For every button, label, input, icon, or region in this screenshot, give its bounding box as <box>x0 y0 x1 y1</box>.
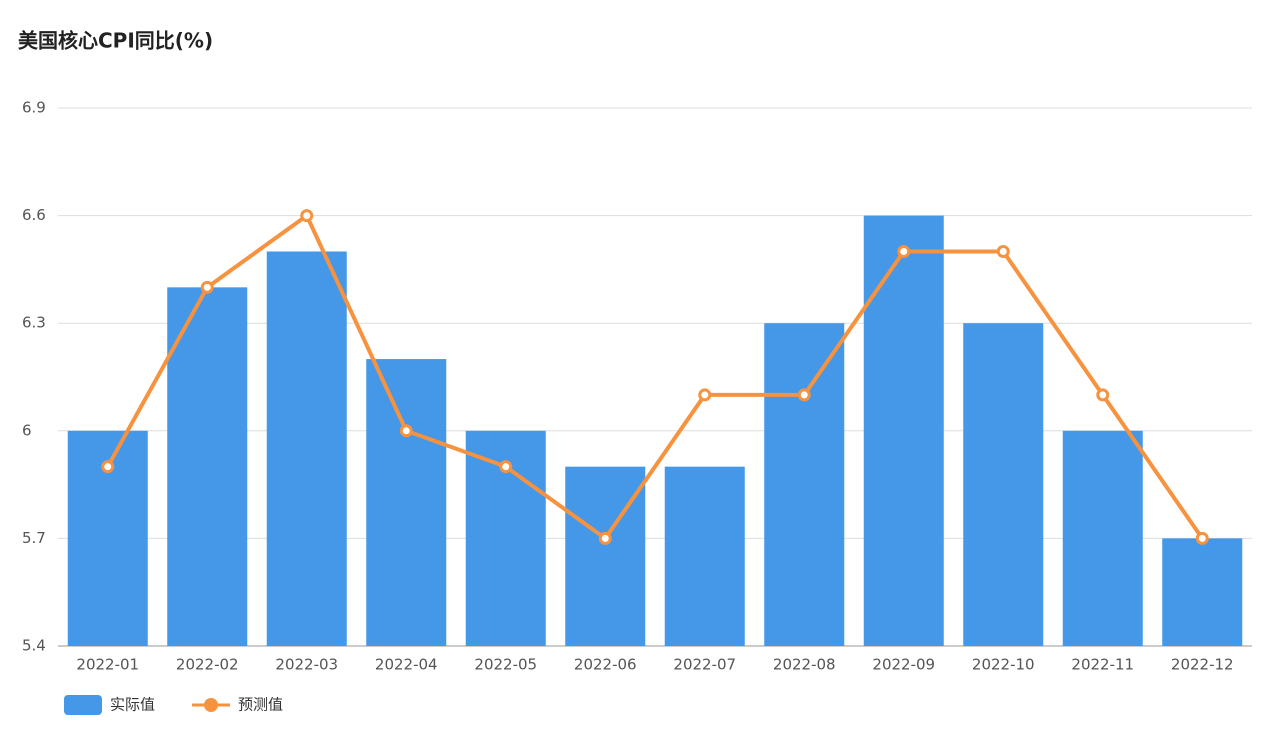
bar <box>366 359 447 646</box>
line-point <box>698 388 712 402</box>
x-tick-label: 2022-04 <box>375 656 438 674</box>
legend-swatch <box>204 698 218 712</box>
legend-label: 实际值 <box>110 696 155 714</box>
x-tick-label: 2022-05 <box>474 656 537 674</box>
line-point <box>598 531 612 545</box>
x-tick-label: 2022-02 <box>176 656 239 674</box>
bar <box>167 287 248 646</box>
x-tick-label: 2022-07 <box>673 656 736 674</box>
x-tick-label: 2022-01 <box>76 656 139 674</box>
bar <box>1062 430 1143 646</box>
bar <box>1162 538 1243 646</box>
bar <box>963 323 1044 646</box>
x-tick-label: 2022-12 <box>1171 656 1234 674</box>
y-tick-label: 5.7 <box>22 529 46 547</box>
line-point <box>300 209 314 223</box>
chart-title: 美国核心CPI同比(%) <box>18 29 213 53</box>
line-point <box>1195 531 1209 545</box>
bar <box>664 466 745 646</box>
x-tick-label: 2022-10 <box>972 656 1035 674</box>
x-tick-label: 2022-09 <box>872 656 935 674</box>
x-tick-label: 2022-03 <box>275 656 338 674</box>
y-tick-label: 6.6 <box>22 206 46 224</box>
x-tick-label: 2022-11 <box>1071 656 1134 674</box>
bar <box>764 323 845 646</box>
bar <box>266 251 347 646</box>
y-tick-label: 5.4 <box>22 637 46 655</box>
line-point <box>200 280 214 294</box>
line-point <box>399 424 413 438</box>
x-tick-label: 2022-06 <box>574 656 637 674</box>
x-tick-label: 2022-08 <box>773 656 836 674</box>
line-point <box>996 244 1010 258</box>
line-point <box>1096 388 1110 402</box>
y-tick-label: 6 <box>22 421 32 439</box>
y-tick-label: 6.9 <box>22 99 46 117</box>
bar <box>565 466 646 646</box>
legend-swatch <box>64 695 102 715</box>
line-point <box>897 244 911 258</box>
line-point <box>101 460 115 474</box>
line <box>106 213 1204 541</box>
y-tick-label: 6.3 <box>22 314 46 332</box>
line-point <box>499 460 513 474</box>
bar <box>863 215 944 646</box>
line-point <box>797 388 811 402</box>
legend-label: 预测值 <box>238 696 283 714</box>
